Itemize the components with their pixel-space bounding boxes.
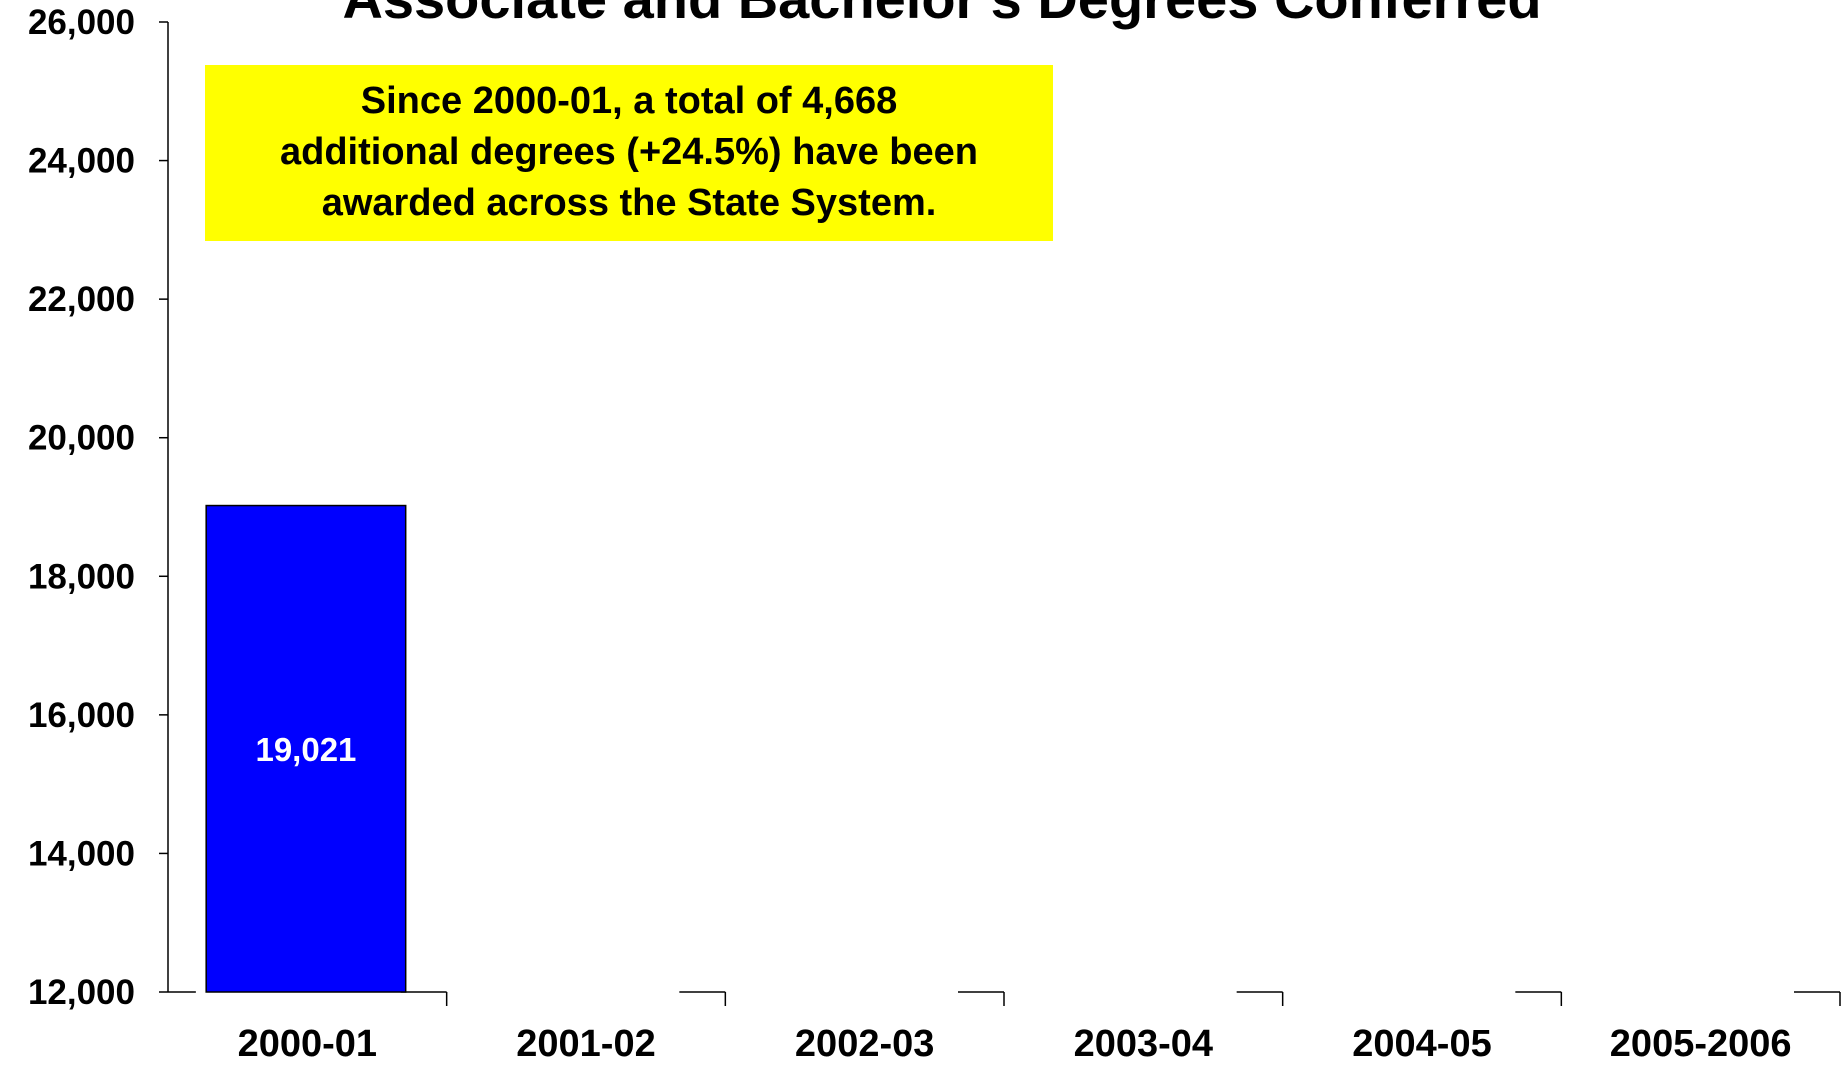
x-tick-label: 2004-05 bbox=[1352, 1023, 1491, 1065]
y-tick-label: 22,000 bbox=[28, 280, 135, 319]
x-tick-label: 2005-2006 bbox=[1610, 1023, 1792, 1065]
x-tick-label: 2000-01 bbox=[238, 1023, 377, 1065]
annotation-text: additional degrees (+24.5%) have been bbox=[280, 131, 978, 173]
x-tick-label: 2003-04 bbox=[1074, 1023, 1213, 1065]
bar bbox=[205, 504, 407, 993]
y-tick-label: 18,000 bbox=[28, 557, 135, 596]
y-tick-label: 24,000 bbox=[28, 142, 135, 181]
y-tick-label: 12,000 bbox=[28, 973, 135, 1012]
y-tick-label: 20,000 bbox=[28, 419, 135, 458]
annotation-box bbox=[205, 65, 1053, 241]
value-label: 19,021 bbox=[255, 731, 356, 768]
x-tick-label: 2002-03 bbox=[795, 1023, 934, 1065]
y-tick-label: 16,000 bbox=[28, 696, 135, 735]
y-tick-label: 26,000 bbox=[28, 3, 135, 42]
x-tick-label: 2001-02 bbox=[516, 1023, 655, 1065]
chart-title: Associate and Bachelor's Degrees Conferr… bbox=[342, 0, 1541, 30]
annotation-text: Since 2000-01, a total of 4,668 bbox=[361, 80, 898, 122]
annotation-text: awarded across the State System. bbox=[322, 182, 937, 224]
y-tick-label: 14,000 bbox=[28, 834, 135, 873]
